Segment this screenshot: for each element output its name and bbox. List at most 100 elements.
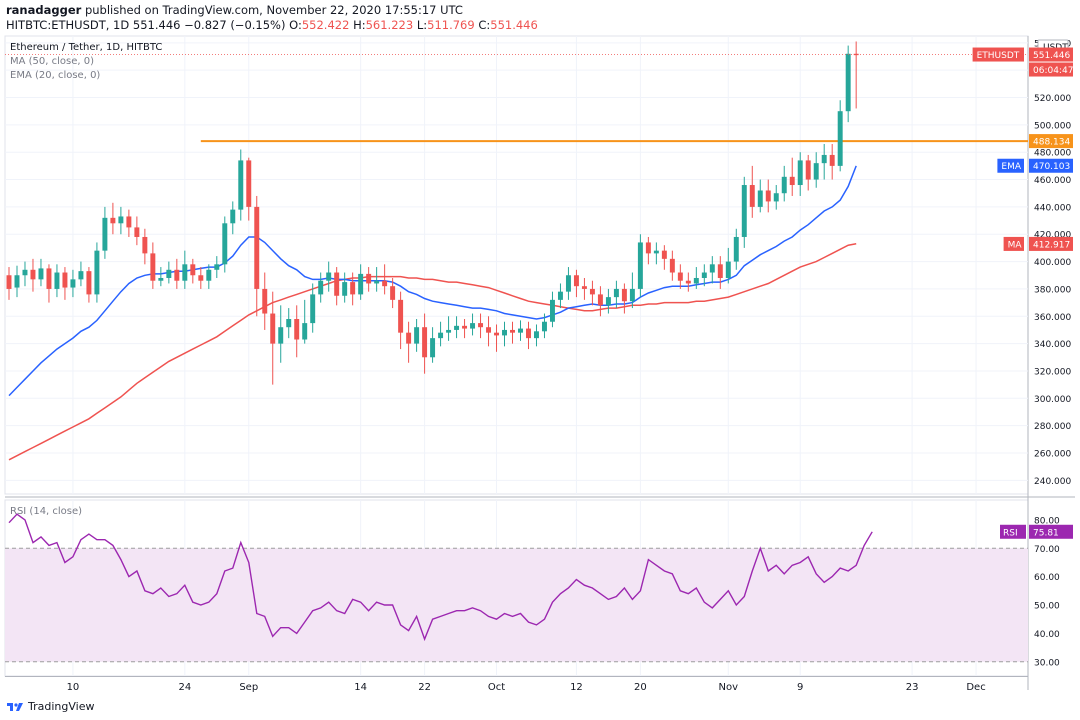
candle-body bbox=[38, 268, 44, 280]
time-tick-label: 12 bbox=[570, 682, 583, 693]
publish-line: ranadagger published on TradingView.com,… bbox=[6, 3, 1080, 18]
candle-body bbox=[534, 331, 539, 339]
candle-body bbox=[126, 216, 132, 228]
candle-body bbox=[310, 294, 316, 324]
price-tick-label: 320.000 bbox=[1034, 367, 1071, 377]
candle-body bbox=[797, 160, 803, 186]
candle-body bbox=[110, 217, 116, 224]
rsi-tick-label: 60.00 bbox=[1034, 573, 1060, 583]
candle-body bbox=[637, 242, 643, 289]
price-tick-label: 440.000 bbox=[1034, 203, 1071, 213]
legend-ema: EMA (20, close, 0) bbox=[10, 70, 100, 81]
price-tick-label: 260.000 bbox=[1034, 449, 1071, 459]
candle-body bbox=[486, 327, 492, 333]
candle-body bbox=[541, 321, 547, 332]
candle-body bbox=[414, 327, 420, 344]
author[interactable]: ranadagger bbox=[6, 3, 82, 17]
close-label: C: bbox=[478, 18, 491, 32]
candle-body bbox=[669, 258, 675, 273]
candle-body bbox=[102, 217, 108, 251]
candle-body bbox=[845, 53, 851, 112]
close-value: 551.446 bbox=[490, 18, 538, 32]
price-tick-label: 240.000 bbox=[1034, 477, 1071, 487]
candle-body bbox=[653, 250, 659, 254]
time-tick-label: Nov bbox=[719, 682, 739, 693]
candle-body bbox=[342, 282, 348, 296]
open-label: O: bbox=[289, 18, 302, 32]
candle-body bbox=[813, 163, 819, 180]
price-tick-label: 380.000 bbox=[1034, 285, 1071, 295]
low-value: 511.769 bbox=[427, 18, 475, 32]
candle-body bbox=[254, 206, 260, 289]
legend-rsi: RSI (14, close) bbox=[10, 506, 82, 517]
time-tick-label: 10 bbox=[67, 682, 80, 693]
candle-body bbox=[318, 280, 324, 295]
candle-body bbox=[438, 332, 444, 339]
candle-body bbox=[62, 272, 68, 288]
price-tag-value: 470.103 bbox=[1033, 162, 1070, 172]
candle-body bbox=[262, 288, 268, 314]
candle-body bbox=[821, 154, 827, 164]
candle-body bbox=[214, 264, 220, 270]
candle-body bbox=[573, 275, 579, 287]
candle-body bbox=[302, 323, 308, 340]
price-tick-label: 400.000 bbox=[1034, 258, 1071, 268]
candle-body bbox=[246, 160, 252, 207]
candle-body bbox=[629, 288, 635, 302]
price-tick-label: 360.000 bbox=[1034, 313, 1071, 323]
candle-body bbox=[30, 269, 36, 280]
ma-line bbox=[8, 243, 857, 461]
candle-body bbox=[238, 160, 244, 210]
price-tag-name: MA bbox=[1008, 240, 1023, 250]
symbol-line: HITBTC:ETHUSDT, 1D bbox=[6, 18, 130, 32]
candle-body bbox=[54, 272, 60, 289]
last-price: 551.446 bbox=[132, 18, 181, 32]
candle-body bbox=[358, 273, 364, 295]
candle-body bbox=[765, 190, 771, 202]
candle-body bbox=[446, 329, 452, 333]
price-tag-value-box bbox=[1029, 158, 1073, 173]
ema-line bbox=[8, 165, 857, 397]
low-label: L: bbox=[416, 18, 428, 32]
legend-title: Ethereum / Tether, 1D, HITBTC bbox=[10, 42, 162, 53]
candle-body bbox=[462, 325, 468, 329]
candle-body bbox=[709, 264, 715, 273]
price-tick-label: 340.000 bbox=[1034, 340, 1071, 350]
rsi-tag-value: 75.81 bbox=[1033, 528, 1059, 538]
candle-body bbox=[366, 273, 372, 284]
candle-body bbox=[118, 216, 124, 224]
footer-brand[interactable]: TradingView bbox=[28, 700, 95, 713]
rsi-tick-label: 70.00 bbox=[1034, 545, 1060, 555]
countdown-box bbox=[1029, 62, 1073, 77]
candle-body bbox=[78, 271, 84, 280]
publish-text: published on TradingView.com, November 2… bbox=[84, 3, 463, 17]
candle-body bbox=[621, 288, 627, 302]
price-tick-label: 300.000 bbox=[1034, 395, 1071, 405]
candle-body bbox=[853, 53, 859, 56]
candle-body bbox=[382, 280, 388, 287]
candle-body bbox=[470, 323, 476, 329]
time-tick-label: 9 bbox=[797, 682, 803, 693]
candle-body bbox=[677, 272, 683, 281]
candle-body bbox=[581, 286, 587, 289]
candle-body bbox=[557, 291, 563, 300]
price-tag-name-box bbox=[997, 158, 1024, 173]
candle-body bbox=[510, 329, 515, 333]
candle-body bbox=[597, 294, 603, 306]
candle-body bbox=[837, 111, 843, 166]
candle-body bbox=[565, 275, 571, 292]
candle-body bbox=[589, 288, 595, 295]
candle-body bbox=[422, 327, 428, 358]
price-tag-value-box bbox=[1029, 47, 1073, 62]
rsi-tick-label: 50.00 bbox=[1034, 602, 1060, 612]
candle-body bbox=[390, 286, 396, 300]
candle-body bbox=[174, 269, 180, 281]
candle-body bbox=[286, 319, 292, 328]
rsi-tick-label: 40.00 bbox=[1034, 630, 1060, 640]
candle-body bbox=[757, 190, 763, 207]
candle-body bbox=[645, 242, 651, 254]
ohlc-line: HITBTC:ETHUSDT, 1D 551.446 −0.827 (−0.15… bbox=[6, 18, 1080, 33]
candle-body bbox=[22, 269, 28, 276]
time-tick-label: Dec bbox=[966, 682, 985, 693]
